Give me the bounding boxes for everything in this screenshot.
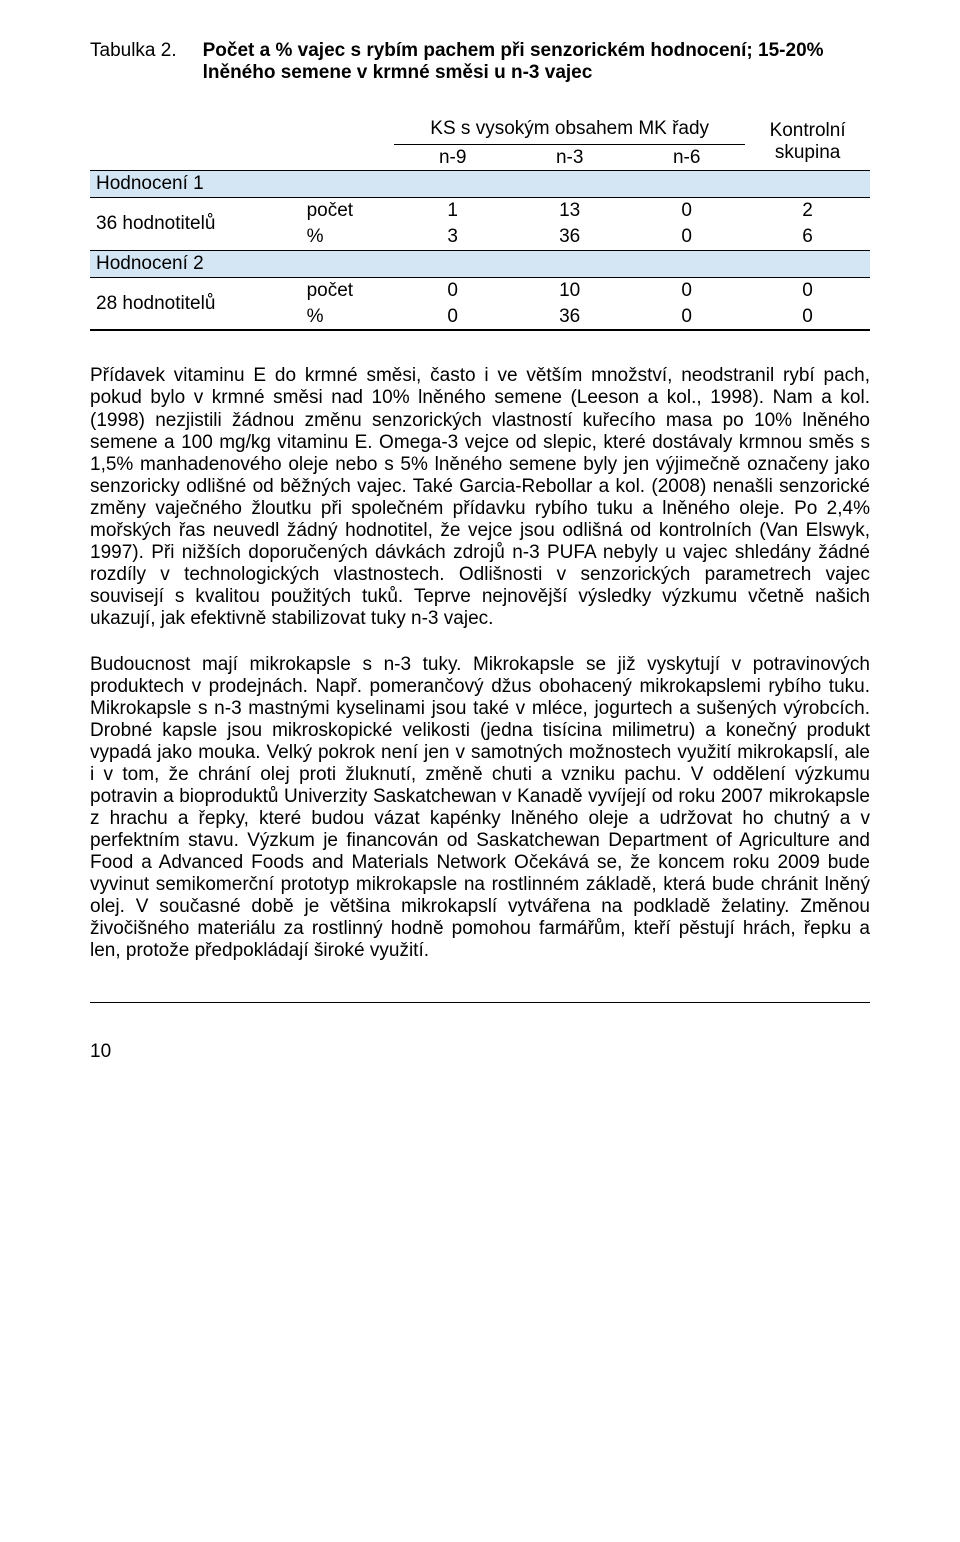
metric-label: počet xyxy=(301,198,395,224)
metric-label: % xyxy=(301,304,395,331)
metric-label: počet xyxy=(301,277,395,303)
page-number: 10 xyxy=(90,1041,870,1063)
table-cell: 2 xyxy=(745,198,870,224)
section-title: Hodnocení 1 xyxy=(90,171,870,198)
row-label: 36 hodnotitelů xyxy=(90,198,301,251)
table-cell: 0 xyxy=(628,198,745,224)
table-cell: 0 xyxy=(745,277,870,303)
table-cell: 36 xyxy=(511,304,628,331)
table-cell: 6 xyxy=(745,224,870,250)
table-cell: 0 xyxy=(745,304,870,331)
table-cell: 0 xyxy=(628,224,745,250)
evaluation-table: KS s vysokým obsahem MK řady Kontrolní s… xyxy=(90,114,870,332)
table-cell: 13 xyxy=(511,198,628,224)
caption-label: Tabulka 2. xyxy=(90,40,177,84)
paragraph-1: Přídavek vitaminu E do krmné směsi, čast… xyxy=(90,365,870,629)
section-title: Hodnocení 2 xyxy=(90,250,870,277)
table-cell: 0 xyxy=(628,277,745,303)
table-cell: 36 xyxy=(511,224,628,250)
header-control: Kontrolní skupina xyxy=(745,114,870,171)
row-label: 28 hodnotitelů xyxy=(90,277,301,330)
header-col: n-3 xyxy=(511,144,628,171)
header-col: n-6 xyxy=(628,144,745,171)
metric-label: % xyxy=(301,224,395,250)
header-col: n-9 xyxy=(394,144,511,171)
table-cell: 0 xyxy=(394,277,511,303)
table-cell: 0 xyxy=(394,304,511,331)
table-cell: 0 xyxy=(628,304,745,331)
table-caption: Tabulka 2. Počet a % vajec s rybím pache… xyxy=(90,40,870,84)
table-cell: 10 xyxy=(511,277,628,303)
paragraph-2: Budoucnost mají mikrokapsle s n-3 tuky. … xyxy=(90,654,870,962)
caption-title: Počet a % vajec s rybím pachem při senzo… xyxy=(203,40,870,84)
table-cell: 3 xyxy=(394,224,511,250)
header-group: KS s vysokým obsahem MK řady xyxy=(394,114,745,144)
footer-rule xyxy=(90,1002,870,1003)
table-cell: 1 xyxy=(394,198,511,224)
